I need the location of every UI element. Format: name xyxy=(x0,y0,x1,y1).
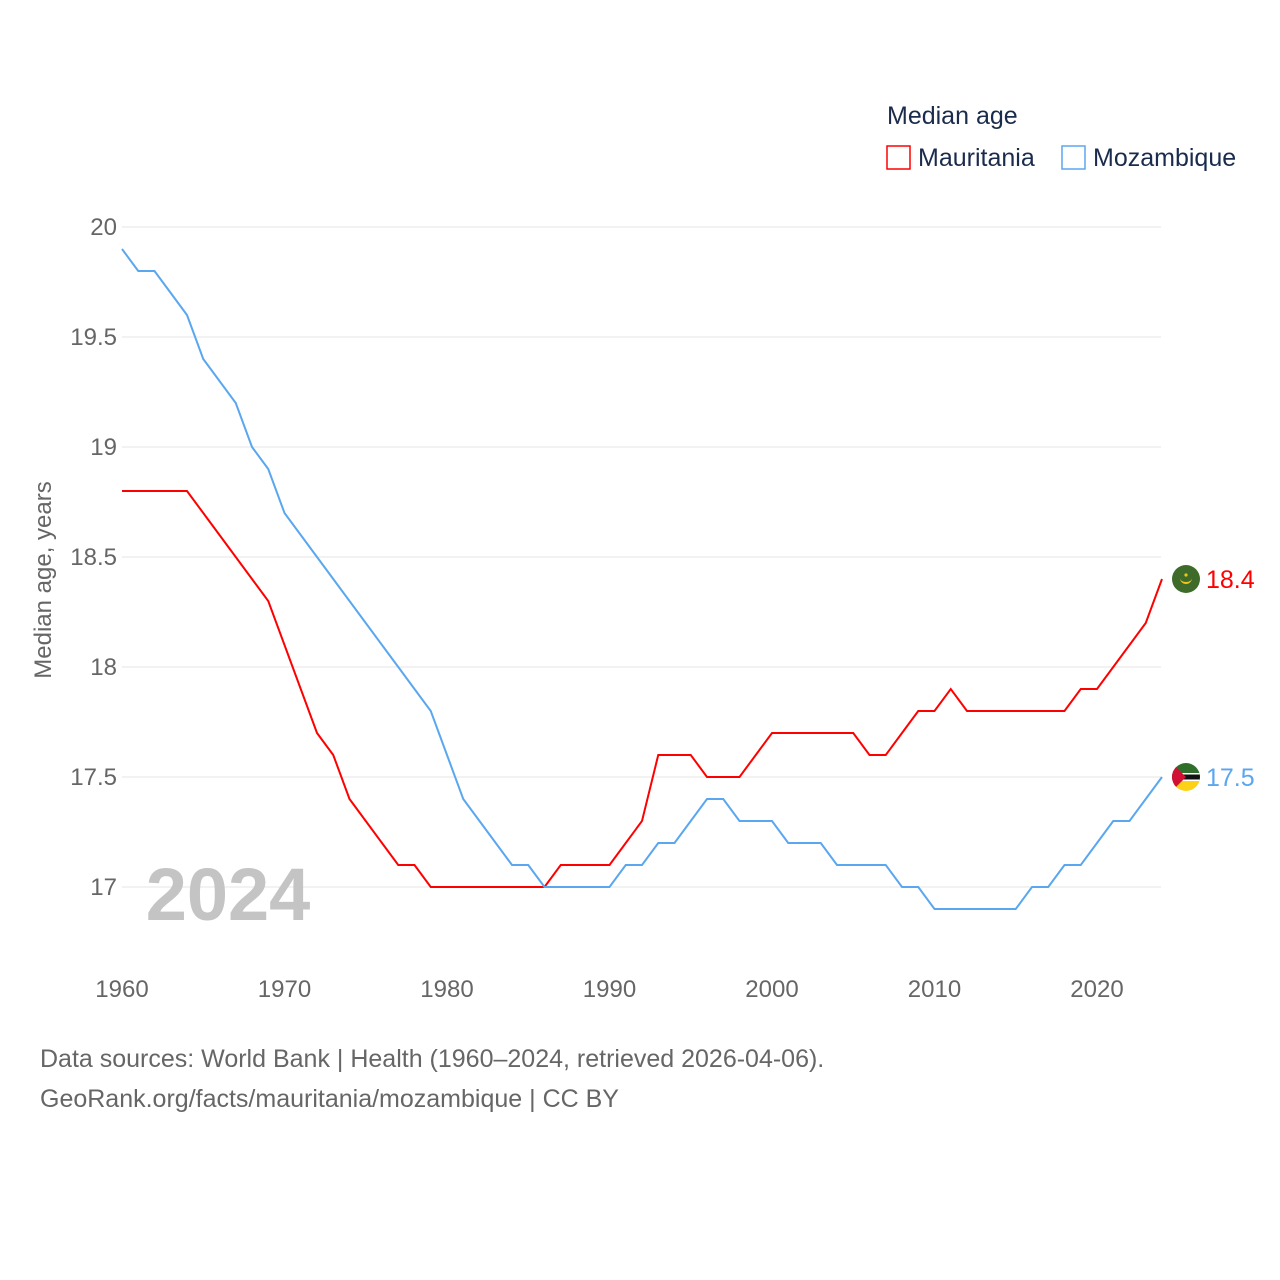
x-tick-label: 1980 xyxy=(420,976,473,1003)
x-tick-label: 1970 xyxy=(258,976,311,1003)
legend-item-mozambique[interactable]: Mozambique xyxy=(1061,144,1236,172)
y-tick-label: 17 xyxy=(90,874,117,901)
footer-link[interactable]: GeoRank.org/facts/mauritania/mozambique … xyxy=(40,1085,619,1113)
mozambique-flag-icon xyxy=(1172,763,1200,791)
series-line-mozambique xyxy=(121,248,1163,910)
legend-label: Mozambique xyxy=(1093,144,1236,172)
x-tick-label: 2010 xyxy=(908,976,961,1003)
footer-sources: Data sources: World Bank | Health (1960–… xyxy=(40,1045,825,1073)
y-axis-label: Median age, years xyxy=(30,481,57,678)
mauritania-flag-icon xyxy=(1172,565,1200,593)
legend-item-mauritania[interactable]: Mauritania xyxy=(886,144,1035,172)
y-tick-label: 17.5 xyxy=(70,764,117,791)
y-tick-label: 18.5 xyxy=(70,544,117,571)
legend: Median age Mauritania Mozambique xyxy=(886,102,1236,172)
x-tick-label: 2020 xyxy=(1070,976,1123,1003)
legend-title: Median age xyxy=(887,102,1018,130)
y-tick-label: 19.5 xyxy=(70,324,117,351)
legend-swatch xyxy=(886,145,911,170)
year-watermark: 2024 xyxy=(146,853,311,936)
x-tick-label: 1990 xyxy=(583,976,636,1003)
legend-label: Mauritania xyxy=(918,144,1035,172)
line-chart: 17 17.5 18 18.5 19 19.5 20 1960 1970 1980 1990 200… xyxy=(30,102,1255,1003)
x-tick-label: 1960 xyxy=(95,976,148,1003)
y-tick-label: 18 xyxy=(90,654,117,681)
y-tick-label: 20 xyxy=(90,214,117,241)
y-tick-label: 19 xyxy=(90,434,117,461)
end-value-label: 17.5 xyxy=(1206,764,1255,792)
x-tick-label: 2000 xyxy=(745,976,798,1003)
series-line-mauritania xyxy=(122,490,1163,888)
end-value-label: 18.4 xyxy=(1206,566,1255,594)
legend-swatch xyxy=(1061,145,1086,170)
